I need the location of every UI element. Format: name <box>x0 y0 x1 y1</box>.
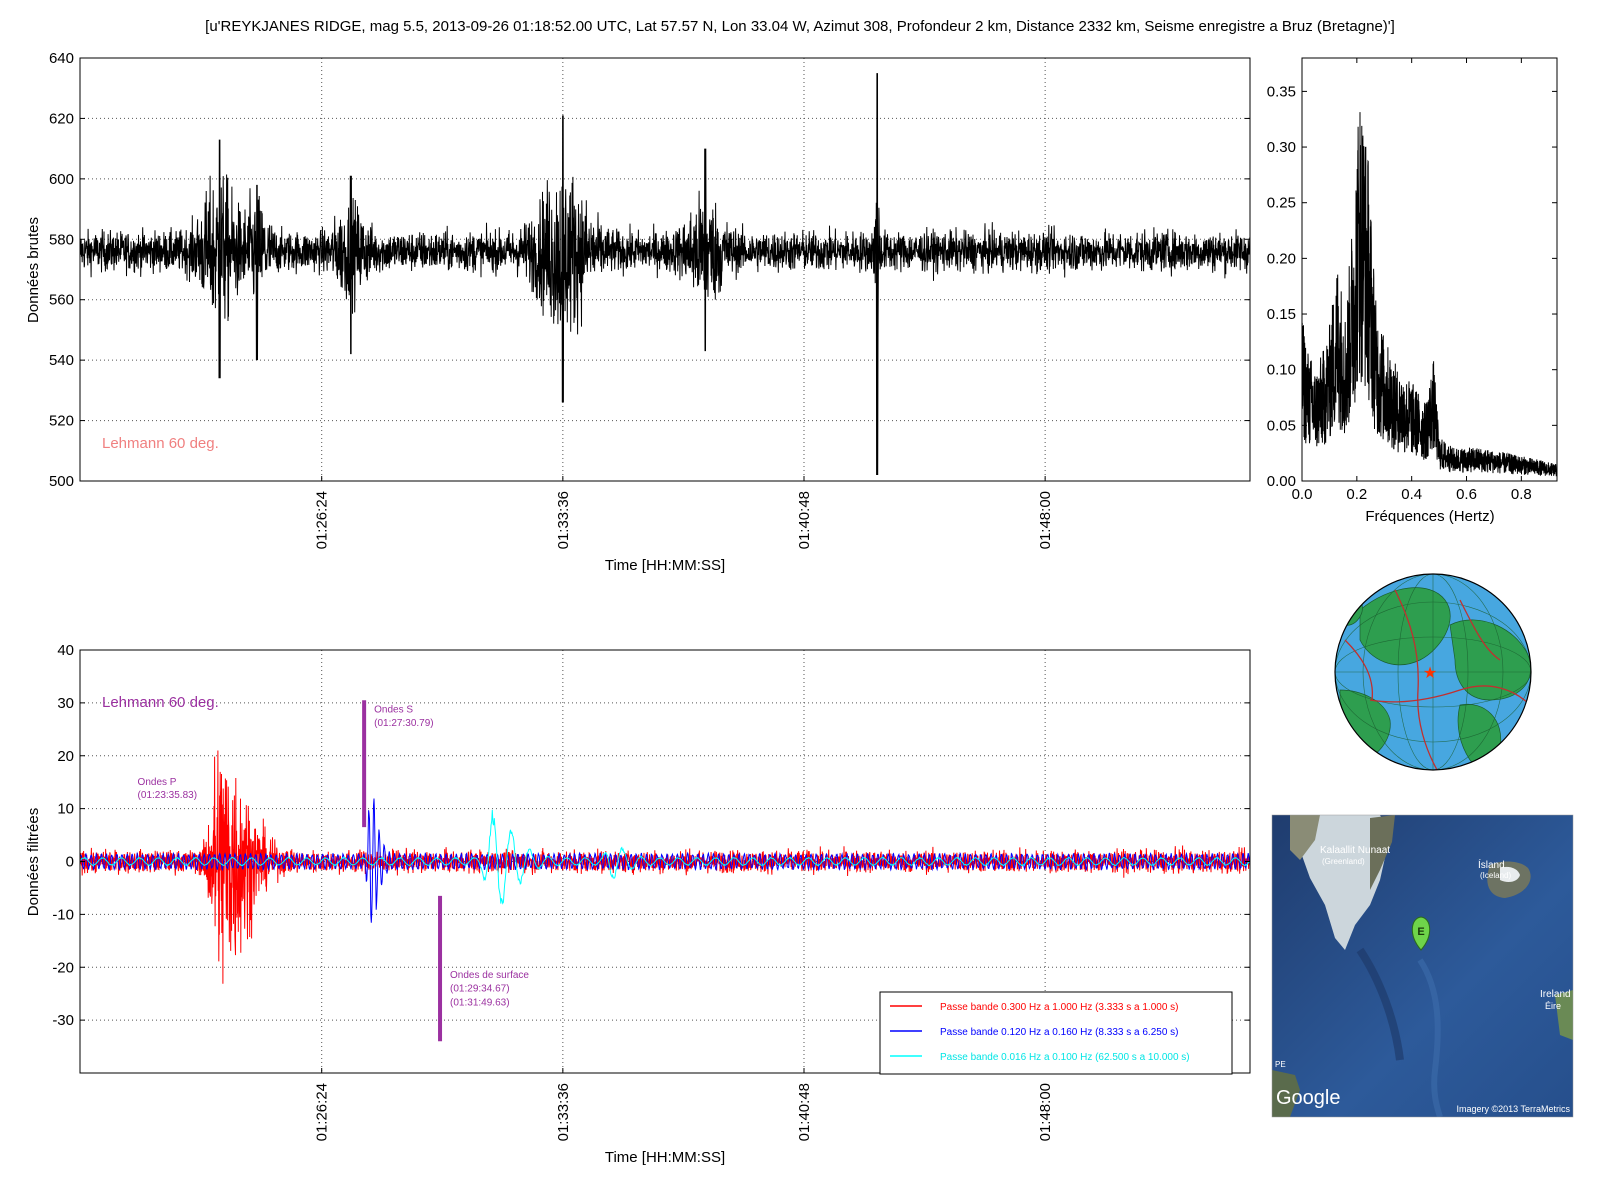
google-logo: Google <box>1276 1087 1341 1109</box>
filtered-y-tick-label: 20 <box>57 748 74 765</box>
ireland-land <box>1555 990 1573 1040</box>
filtered-y-tick-label: -20 <box>52 959 74 976</box>
raw-grid <box>80 58 1250 481</box>
spectrum-y-tick-label: 0.25 <box>1267 195 1296 212</box>
marker-time-s: (01:27:30.79) <box>374 718 434 729</box>
raw-annotation: Lehmann 60 deg. <box>102 435 219 452</box>
legend: Passe bande 0.300 Hz a 1.000 Hz (3.333 s… <box>879 991 1233 1075</box>
map-label-iceland-sub: (Iceland) <box>1480 871 1511 880</box>
figure-title: [u'REYKJANES RIDGE, mag 5.5, 2013-09-26 … <box>205 18 1395 35</box>
legend-label-cyan: Passe bande 0.016 Hz a 0.100 Hz (62.500 … <box>940 1052 1190 1063</box>
marker-label-surface: Ondes de surface <box>450 970 529 981</box>
raw-y-tick-label: 540 <box>49 352 74 369</box>
globe-outline <box>1334 573 1532 771</box>
filtered-y-tick-label: 10 <box>57 801 74 818</box>
phase-markers: Ondes P (01:23:35.83) Ondes S (01:27:30.79)… <box>138 700 529 1042</box>
filtered-y-tick-label: 0 <box>66 854 74 871</box>
spectrum-y-tick-label: 0.00 <box>1267 473 1296 490</box>
raw-axes-frame <box>79 57 1251 482</box>
filtered-x-tick-label: 01:48:00 <box>1037 1083 1054 1141</box>
marker-time-surface-1: (01:29:34.67) <box>450 984 510 995</box>
map-marker-label: E <box>1417 926 1424 938</box>
spectrum-x-tick-label: 0.4 <box>1401 486 1422 503</box>
raw-x-tick-label: 01:40:48 <box>796 491 813 549</box>
map-label-greenland-sub: (Greenland) <box>1322 857 1365 866</box>
raw-y-tick-label: 580 <box>49 231 74 248</box>
raw-y-tick-label: 560 <box>49 292 74 309</box>
filtered-x-tick-label: 01:33:36 <box>555 1083 572 1141</box>
map-label-ireland-sub: Éire <box>1545 1001 1561 1011</box>
spectrum-y-tick-label: 0.10 <box>1267 362 1296 379</box>
spectrum-x-ticks: 0.0 0.2 0.4 0.6 0.8 <box>1292 58 1532 503</box>
map-label-greenland: Kalaallit Nunaat <box>1320 845 1390 856</box>
legend-label-blue: Passe bande 0.120 Hz a 0.160 Hz (8.333 s… <box>940 1027 1179 1038</box>
raw-signal-line <box>79 73 1251 476</box>
filtered-y-ticks: -30 -20 -10 0 10 20 30 40 <box>52 642 1250 1029</box>
spectrum-panel: 0.000.050.100.150.200.250.300.35 0.0 0.2 0… <box>1267 57 1558 525</box>
filtered-y-tick-label: -30 <box>52 1012 74 1029</box>
marker-label-s: Ondes S <box>374 704 413 715</box>
epicenter-marker-icon: E <box>1411 916 1431 951</box>
filtered-x-tick-label: 01:40:48 <box>796 1083 813 1141</box>
filtered-series-cyan <box>79 809 1251 905</box>
filtered-series <box>79 750 1251 984</box>
raw-y-tick-label: 600 <box>49 171 74 188</box>
map-label-ireland: Ireland <box>1540 989 1571 1000</box>
filtered-x-label: Time [HH:MM:SS] <box>605 1149 725 1166</box>
filtered-y-tick-label: 40 <box>57 642 74 659</box>
raw-y-ticks: 500 520 540 560 580 600 620 640 <box>49 50 1250 490</box>
spectrum-x-label: Fréquences (Hertz) <box>1365 508 1494 525</box>
spectrum-y-tick-label: 0.15 <box>1267 306 1296 323</box>
raw-y-tick-label: 620 <box>49 110 74 127</box>
spectrum-x-tick-label: 0.2 <box>1346 486 1367 503</box>
marker-time-p: (01:23:35.83) <box>138 790 198 801</box>
filtered-series-red <box>79 750 1251 984</box>
spectrum-y-tick-label: 0.20 <box>1267 250 1296 267</box>
newfoundland-land <box>1272 1070 1300 1117</box>
raw-x-ticks: 01:26:24 01:33:36 01:40:48 01:48:00 <box>314 476 1054 549</box>
raw-data-panel: 500 520 540 560 580 600 620 640 01:26:24 01:33:3… <box>25 50 1251 574</box>
spectrum-line <box>1301 112 1558 477</box>
raw-y-tick-label: 500 <box>49 473 74 490</box>
spectrum-x-tick-label: 0.6 <box>1456 486 1477 503</box>
filtered-x-tick-label: 01:26:24 <box>314 1083 331 1141</box>
legend-label-red: Passe bande 0.300 Hz a 1.000 Hz (3.333 s… <box>940 1002 1179 1013</box>
spectrum-y-tick-label: 0.30 <box>1267 139 1296 156</box>
filtered-data-panel: Ondes P (01:23:35.83) Ondes S (01:27:30.79)… <box>25 642 1251 1166</box>
filtered-annotation: Lehmann 60 deg. <box>102 694 219 711</box>
spectrum-x-tick-label: 0.0 <box>1292 486 1313 503</box>
raw-x-tick-label: 01:48:00 <box>1037 491 1054 549</box>
raw-x-tick-label: 01:33:36 <box>555 491 572 549</box>
marker-time-surface-2: (01:31:49.63) <box>450 997 510 1008</box>
filtered-y-tick-label: 30 <box>57 695 74 712</box>
raw-x-label: Time [HH:MM:SS] <box>605 557 725 574</box>
greenland-land <box>1290 815 1390 950</box>
filtered-y-tick-label: -10 <box>52 906 74 923</box>
marker-label-p: Ondes P <box>138 777 177 788</box>
globe: ★ <box>1334 573 1532 771</box>
map-label-iceland: Ísland <box>1478 858 1505 871</box>
raw-y-label: Données brutes <box>25 217 42 323</box>
raw-y-tick-label: 520 <box>49 413 74 430</box>
spectrum-y-tick-label: 0.05 <box>1267 417 1296 434</box>
filtered-x-ticks: 01:26:24 01:33:36 01:40:48 01:48:00 <box>314 1068 1054 1141</box>
spectrum-axes-frame <box>1301 57 1558 482</box>
map-label-pe: PE <box>1275 1060 1286 1069</box>
spectrum-x-tick-label: 0.8 <box>1511 486 1532 503</box>
epicenter-star-icon: ★ <box>1423 665 1437 682</box>
spectrum-y-tick-label: 0.35 <box>1267 83 1296 100</box>
spectrum-y-ticks: 0.00 0.05 0.10 0.15 0.20 0.25 0.30 0.35 <box>1267 83 1557 490</box>
filtered-y-label: Données filtrées <box>25 808 42 916</box>
map-credit: Imagery ©2013 TerraMetrics <box>1456 1104 1570 1114</box>
location-map: Kalaallit Nunaat (Greenland) Ísland (Ice… <box>1271 814 1574 1118</box>
raw-y-tick-label: 640 <box>49 50 74 67</box>
raw-x-tick-label: 01:26:24 <box>314 491 331 549</box>
